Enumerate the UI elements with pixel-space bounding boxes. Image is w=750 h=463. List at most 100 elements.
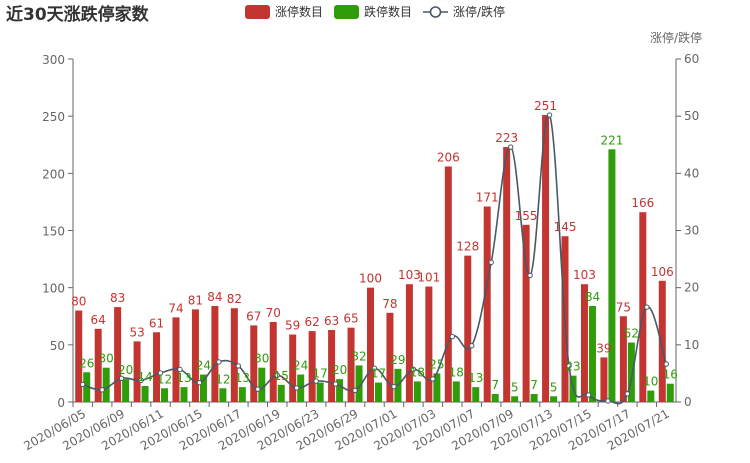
- bar-label-limit-down: 12: [215, 372, 230, 386]
- bar-label-limit-down: 12: [157, 372, 172, 386]
- bar-label-limit-up: 62: [305, 315, 320, 329]
- bar-limit-up: [191, 309, 199, 402]
- bar-label-limit-up: 81: [188, 293, 203, 307]
- bar-limit-up: [483, 206, 491, 402]
- bar-limit-down: [608, 149, 616, 402]
- ratio-point: [624, 391, 631, 397]
- ratio-line: [80, 112, 669, 405]
- bar-limit-down: [413, 381, 421, 402]
- bar-label-limit-down: 14: [137, 370, 152, 384]
- bar-label-limit-down: 84: [585, 290, 600, 304]
- bar-limit-up: [600, 357, 608, 402]
- bar-limit-up: [386, 312, 394, 402]
- bar-label-limit-down: 20: [332, 363, 347, 377]
- right-axis-label: 涨停/跌停: [650, 30, 702, 45]
- bar-label-limit-down: 7: [491, 378, 499, 392]
- bar-label-limit-down: 30: [254, 352, 269, 366]
- bar-label-limit-up: 78: [382, 297, 397, 311]
- left-tick-label: 50: [50, 339, 65, 353]
- bar-limit-down: [199, 374, 207, 402]
- bar-label-limit-down: 17: [371, 367, 386, 381]
- bar-limit-down: [277, 384, 285, 402]
- left-tick-label: 300: [42, 53, 65, 67]
- bar-limit-down: [530, 393, 538, 402]
- bar-limit-down: [161, 388, 169, 402]
- bar-limit-down: [511, 396, 519, 402]
- bar-limit-up: [269, 321, 277, 402]
- bar-limit-down: [666, 383, 674, 402]
- bar-limit-down: [238, 387, 246, 402]
- right-tick-label: 40: [684, 166, 699, 180]
- bar-limit-up: [308, 331, 316, 402]
- ratio-point: [527, 272, 533, 279]
- bar-label-limit-down: 29: [390, 353, 405, 367]
- bar-limit-up: [425, 286, 433, 402]
- bar-limit-down: [316, 382, 324, 402]
- ratio-point: [410, 366, 417, 373]
- ratio-point: [138, 377, 144, 384]
- bar-label-limit-up: 63: [324, 314, 339, 328]
- bar-limit-up: [114, 307, 122, 402]
- bar-label-limit-down: 32: [351, 349, 366, 363]
- left-tick-label: 200: [42, 167, 65, 181]
- legend-label: 涨停数目: [275, 4, 323, 19]
- bar-limit-up: [658, 280, 666, 402]
- bar-label-limit-down: 24: [293, 359, 308, 373]
- bar-limit-up: [542, 115, 550, 403]
- ratio-point: [430, 376, 436, 382]
- bar-limit-up: [405, 284, 413, 402]
- legend-item[interactable]: 涨停数目: [245, 4, 323, 19]
- bar-limit-up: [172, 317, 180, 402]
- right-tick-label: 20: [684, 281, 699, 295]
- bar-label-limit-down: 25: [429, 357, 444, 371]
- legend[interactable]: 涨停数目 跌停数目 涨停/跌停: [245, 4, 505, 19]
- bar-limit-up: [328, 329, 336, 402]
- bar-label-limit-down: 23: [565, 360, 580, 374]
- bar-label-limit-up: 166: [631, 196, 654, 210]
- ratio-point: [332, 381, 339, 387]
- bar-label-limit-down: 221: [600, 133, 623, 147]
- bar-limit-up: [250, 325, 258, 402]
- ratio-point: [118, 375, 125, 381]
- bar-label-limit-down: 5: [550, 380, 558, 394]
- bar-limit-up: [94, 328, 102, 402]
- bar-label-limit-up: 39: [596, 341, 611, 355]
- bar-label-limit-up: 65: [343, 312, 358, 326]
- ratio-point: [157, 370, 164, 376]
- bars: [75, 115, 674, 403]
- bar-label-limit-down: 18: [449, 365, 464, 379]
- ratio-point: [644, 304, 650, 310]
- bar-limit-down: [102, 367, 110, 402]
- bar-label-limit-down: 10: [643, 375, 658, 389]
- ratio-point: [274, 372, 280, 379]
- bar-limit-down: [588, 305, 596, 402]
- ratio-point: [177, 366, 183, 373]
- bar-limit-up: [133, 341, 141, 402]
- bar-label-limit-up: 75: [616, 300, 631, 314]
- bar-limit-down: [627, 342, 635, 402]
- ratio-point: [449, 333, 456, 340]
- legend-item[interactable]: 跌停数目: [334, 4, 412, 19]
- ratio-point: [371, 365, 378, 372]
- bar-label-limit-up: 145: [554, 220, 577, 234]
- ratio-point: [585, 392, 592, 398]
- bar-label-limit-up: 100: [359, 272, 382, 286]
- bar-label-limit-up: 103: [398, 268, 421, 282]
- bar-label-limit-up: 53: [129, 325, 144, 339]
- bar-label-limit-up: 83: [110, 291, 125, 305]
- bar-label-limit-up: 251: [534, 99, 557, 113]
- bar-limit-up: [444, 166, 452, 402]
- bar-label-limit-down: 13: [176, 371, 191, 385]
- ratio-point: [255, 386, 261, 392]
- bar-label-limit-up: 61: [149, 316, 164, 330]
- bar-limit-down: [122, 379, 130, 402]
- bar-label-limit-up: 84: [207, 290, 222, 304]
- legend-item[interactable]: 涨停/跌停: [423, 4, 505, 19]
- bar-label-limit-down: 13: [468, 371, 483, 385]
- ratio-point: [99, 387, 105, 393]
- bar-label-limit-up: 171: [476, 190, 499, 204]
- bar-limit-down: [180, 387, 188, 402]
- bar-limit-up: [75, 310, 83, 402]
- bar-label-limit-down: 52: [624, 327, 639, 341]
- ratio-point: [80, 381, 86, 388]
